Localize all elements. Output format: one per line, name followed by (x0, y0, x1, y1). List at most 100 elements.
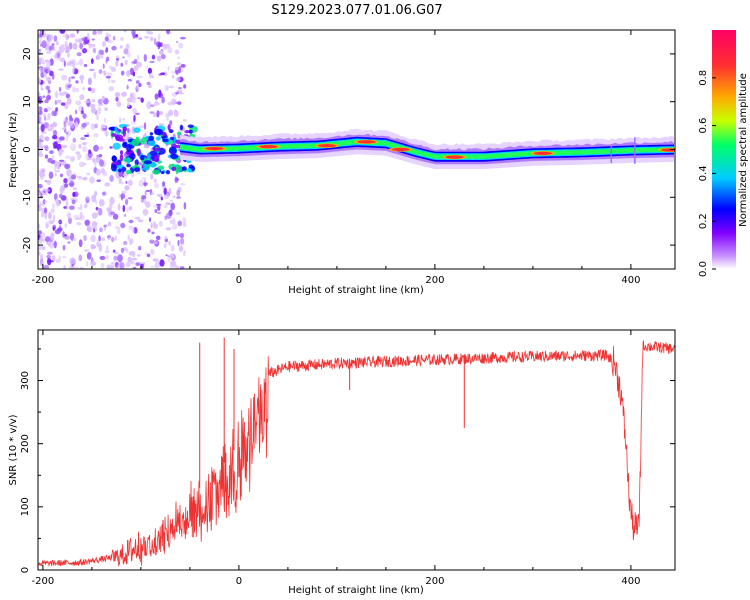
spectral-blob (133, 127, 141, 133)
noise-speckle (52, 135, 58, 140)
spectral-blob (122, 142, 128, 149)
noise-speckle (109, 196, 115, 205)
noise-speckle (107, 221, 112, 227)
noise-speckle (150, 248, 155, 255)
noise-speckle (52, 203, 55, 209)
noise-speckle (106, 245, 109, 251)
noise-speckle (75, 266, 79, 269)
noise-speckle (120, 37, 124, 41)
noise-speckle (109, 146, 112, 149)
noise-speckle (70, 174, 76, 180)
noise-speckle (149, 239, 155, 244)
noise-speckle (87, 87, 92, 92)
spectrogram-y-tick-label: 0 (22, 146, 33, 152)
noise-speckle (143, 36, 150, 39)
spectral-blob (131, 138, 140, 147)
noise-speckle (99, 255, 106, 260)
spectral-blob (160, 170, 165, 175)
noise-speckle (69, 114, 73, 123)
noise-speckle (135, 80, 140, 84)
ridge-hotspot (533, 151, 552, 155)
noise-speckle (52, 226, 55, 231)
noise-speckle (58, 148, 62, 157)
noise-speckle (41, 40, 47, 49)
noise-speckle (150, 222, 153, 229)
colorbar-label: Normalized spectral amplitude (738, 73, 749, 227)
noise-speckle (58, 68, 64, 71)
noise-speckle (62, 256, 67, 259)
noise-speckle (95, 199, 98, 205)
noise-speckle (157, 42, 162, 48)
noise-speckle (51, 43, 55, 46)
colorbar-tick-label: 0.8 (698, 70, 709, 86)
noise-speckle (122, 173, 129, 177)
noise-speckle (38, 207, 43, 212)
noise-speckle (178, 42, 184, 49)
noise-speckle (118, 193, 121, 199)
noise-speckle (149, 111, 155, 114)
noise-speckle (64, 223, 68, 229)
noise-speckle (97, 52, 100, 60)
noise-speckle (72, 42, 78, 50)
noise-speckle (112, 213, 119, 220)
noise-speckle (38, 48, 41, 56)
noise-speckle (120, 222, 126, 229)
noise-speckle (136, 254, 141, 257)
spectrogram-x-tick-label: -200 (32, 275, 55, 286)
noise-speckle (55, 41, 59, 46)
noise-speckle (48, 212, 52, 220)
noise-speckle (147, 228, 151, 233)
noise-speckle (126, 97, 132, 103)
noise-speckle (151, 231, 155, 235)
noise-speckle (111, 45, 117, 51)
noise-speckle (40, 177, 44, 180)
noise-speckle (182, 217, 187, 223)
noise-speckle (101, 41, 106, 48)
noise-speckle (45, 188, 48, 196)
noise-speckle (115, 60, 119, 67)
noise-speckle (98, 154, 103, 158)
noise-speckle (96, 113, 99, 121)
noise-speckle (65, 33, 69, 41)
spectrogram-x-label: Height of straight line (km) (288, 285, 424, 296)
snr-y-tick-label: 100 (20, 497, 31, 516)
spectral-blob (110, 163, 117, 172)
noise-speckle (67, 52, 70, 58)
noise-speckle (158, 220, 163, 227)
noise-speckle (93, 71, 96, 80)
noise-speckle (180, 36, 186, 40)
spectral-blob (152, 169, 161, 175)
spectral-blob (154, 128, 164, 136)
noise-speckle (125, 180, 128, 184)
noise-speckle (64, 183, 68, 188)
noise-speckle (63, 60, 66, 67)
noise-speckle (128, 219, 134, 224)
noise-speckle (80, 79, 84, 84)
noise-speckle (90, 58, 94, 64)
noise-speckle (55, 258, 60, 264)
noise-speckle (136, 97, 142, 100)
noise-speckle (156, 193, 163, 197)
spectrogram-x-tick-label: 200 (425, 275, 444, 286)
noise-speckle (168, 85, 174, 89)
spectral-blob (165, 170, 171, 175)
ridge-hotspot (205, 146, 224, 151)
noise-speckle (79, 42, 83, 50)
noise-speckle (57, 100, 62, 104)
noise-speckle (153, 178, 157, 183)
noise-speckle (115, 226, 119, 229)
noise-speckle (139, 262, 146, 265)
noise-speckle (79, 211, 83, 218)
noise-speckle (59, 30, 66, 34)
noise-speckle (101, 95, 105, 101)
noise-speckle (138, 125, 144, 128)
noise-speckle (45, 136, 50, 142)
noise-speckle (179, 232, 185, 239)
noise-speckle (158, 50, 164, 55)
noise-speckle (157, 33, 161, 42)
noise-speckle (54, 161, 61, 168)
noise-speckle (90, 244, 96, 250)
noise-speckle (107, 40, 114, 44)
noise-speckle (125, 249, 129, 253)
noise-speckle (48, 128, 53, 132)
